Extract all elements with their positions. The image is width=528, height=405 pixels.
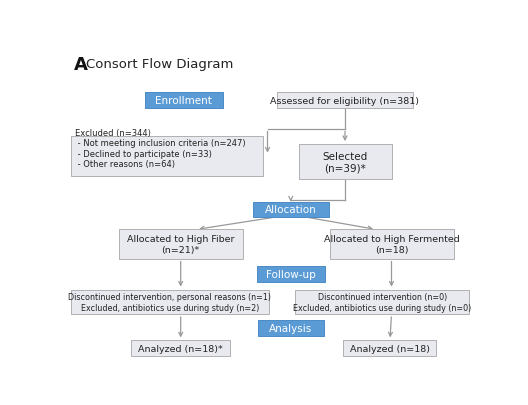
- Text: Analysis: Analysis: [269, 323, 313, 333]
- Text: Excluded (n=344)
 - Not meeting inclusion criteria (n=247)
 - Declined to partic: Excluded (n=344) - Not meeting inclusion…: [74, 128, 245, 168]
- Text: Discontinued intervention, personal reasons (n=1)
Excluded, antibiotics use duri: Discontinued intervention, personal reas…: [68, 292, 271, 312]
- FancyBboxPatch shape: [119, 230, 243, 259]
- Text: Allocation: Allocation: [265, 205, 317, 215]
- Text: Analyzed (n=18)*: Analyzed (n=18)*: [138, 344, 223, 353]
- FancyBboxPatch shape: [145, 93, 222, 109]
- Text: Follow-up: Follow-up: [266, 269, 316, 279]
- FancyBboxPatch shape: [277, 93, 413, 109]
- FancyBboxPatch shape: [71, 290, 269, 314]
- Text: Discontinued intervention (n=0)
Excluded, antibiotics use during study (n=0): Discontinued intervention (n=0) Excluded…: [293, 292, 472, 312]
- Text: Selected
(n=39)*: Selected (n=39)*: [323, 151, 367, 173]
- FancyBboxPatch shape: [131, 341, 230, 356]
- FancyBboxPatch shape: [298, 145, 391, 180]
- Text: A: A: [74, 56, 88, 74]
- Text: Consort Flow Diagram: Consort Flow Diagram: [86, 58, 233, 71]
- Text: Allocated to High Fermented
(n=18): Allocated to High Fermented (n=18): [324, 235, 459, 254]
- FancyBboxPatch shape: [295, 290, 469, 314]
- FancyBboxPatch shape: [343, 341, 437, 356]
- FancyBboxPatch shape: [253, 202, 329, 217]
- FancyBboxPatch shape: [71, 136, 263, 176]
- Text: Assessed for eligibility (n=381): Assessed for eligibility (n=381): [270, 96, 420, 105]
- FancyBboxPatch shape: [329, 230, 454, 259]
- Text: Enrollment: Enrollment: [155, 96, 212, 106]
- Text: Analyzed (n=18): Analyzed (n=18): [350, 344, 430, 353]
- Text: Allocated to High Fiber
(n=21)*: Allocated to High Fiber (n=21)*: [127, 235, 234, 254]
- FancyBboxPatch shape: [258, 320, 324, 336]
- FancyBboxPatch shape: [257, 267, 325, 282]
